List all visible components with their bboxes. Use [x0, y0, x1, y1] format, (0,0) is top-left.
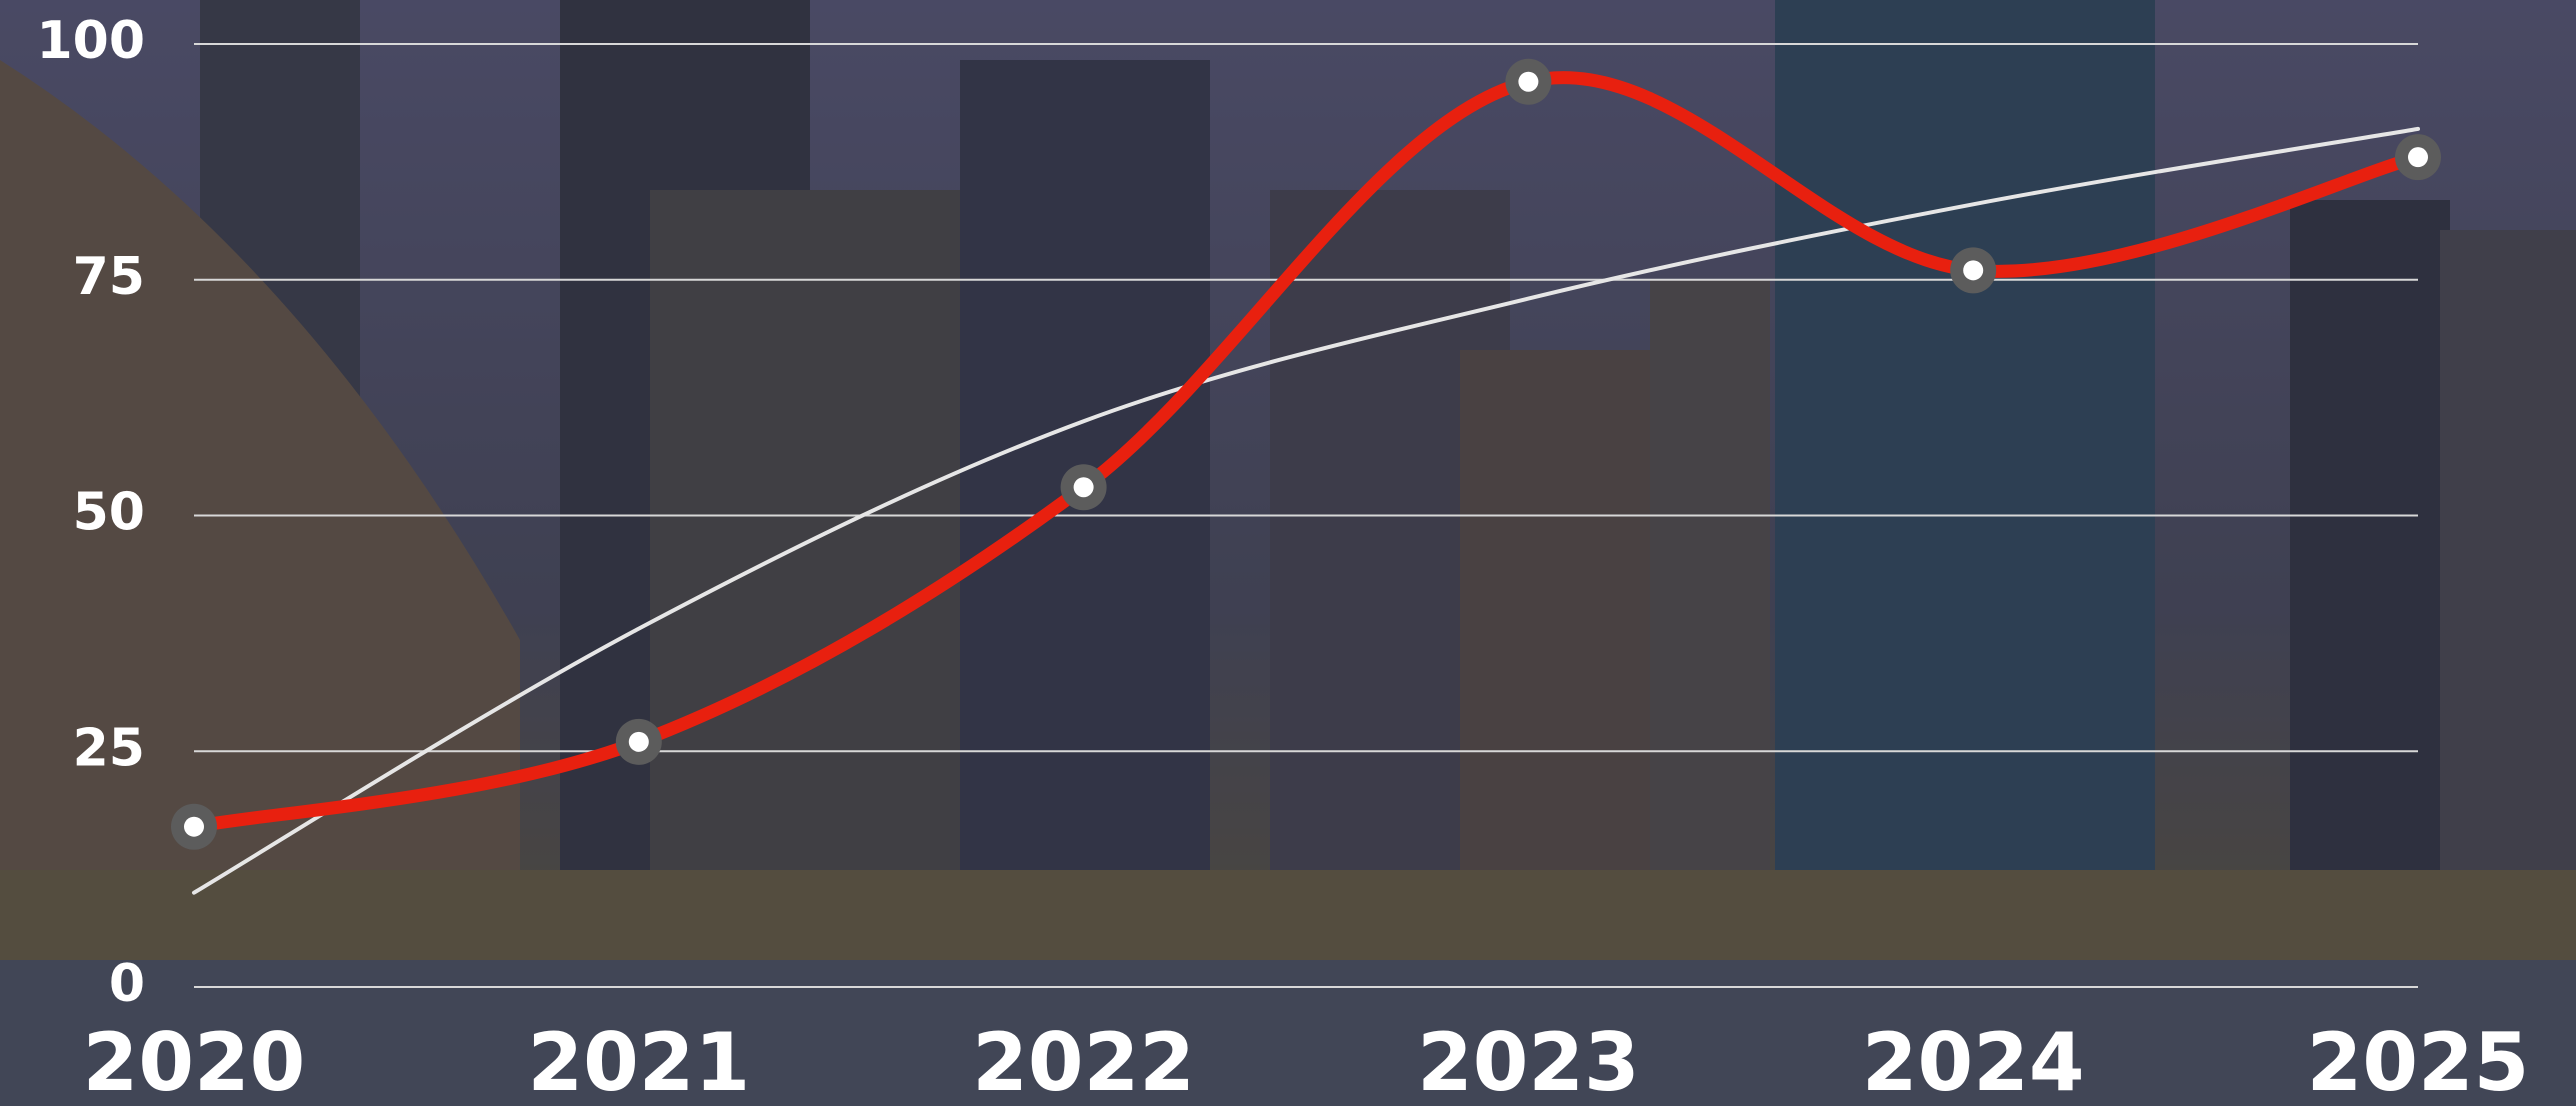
- marker-dot: [1074, 477, 1094, 497]
- x-tick-label: 2024: [1862, 1016, 2085, 1106]
- x-tick-label: 2022: [972, 1016, 1195, 1106]
- marker-dot: [2408, 147, 2428, 167]
- y-tick-label: 100: [36, 11, 145, 71]
- marker-dot: [184, 817, 204, 837]
- marker-dot: [1518, 72, 1538, 92]
- data-point: [616, 719, 662, 765]
- x-tick-label: 2023: [1417, 1016, 1640, 1106]
- marker-dot: [1963, 260, 1983, 280]
- data-point: [2395, 134, 2441, 180]
- data-point: [171, 804, 217, 850]
- chart: 0 25 50 75 100 2020 2021 2022 2023 2024 2025: [0, 0, 2576, 1106]
- x-tick-label: 2020: [83, 1016, 306, 1106]
- y-tick-label: 75: [73, 247, 145, 307]
- data-point: [1505, 59, 1551, 105]
- y-tick-label: 25: [73, 718, 145, 778]
- marker-dot: [629, 732, 649, 752]
- y-tick-label: 0: [109, 954, 145, 1014]
- y-tick-label: 50: [73, 483, 145, 543]
- x-tick-label: 2025: [2307, 1016, 2530, 1106]
- data-point: [1950, 247, 1996, 293]
- data-point: [1061, 464, 1107, 510]
- x-tick-label: 2021: [527, 1016, 750, 1106]
